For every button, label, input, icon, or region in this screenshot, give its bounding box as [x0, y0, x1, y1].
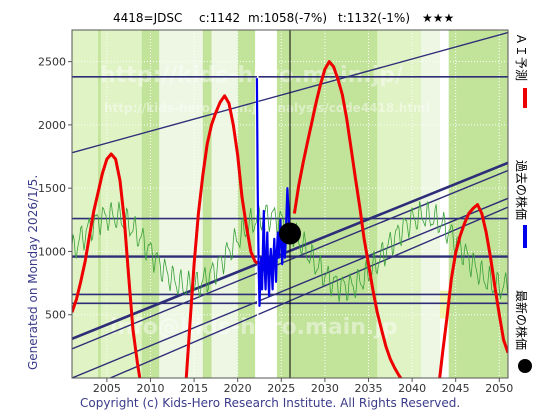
shaded-band-0 — [72, 30, 99, 378]
watermark-site: http://kids-hero.main.jp/ — [100, 63, 404, 88]
x-axis: 2005 2010 2015 2020 2025 2030 2035 2040 2045 2050 — [93, 378, 513, 395]
shaded-band-5 — [377, 30, 421, 378]
legend-item-past: 過去の株価 — [514, 160, 529, 248]
target-price: t:1132(-1%) — [338, 11, 410, 25]
shaded-bands — [72, 30, 449, 378]
forecast-series-line — [72, 60, 508, 378]
generated-date-label: Generated on Monday 2026/1/5. — [26, 175, 40, 370]
shaded-band-2 — [159, 30, 203, 378]
x-tick-label-2035: 2035 — [354, 382, 382, 395]
x-tick-label-2005: 2005 — [93, 382, 121, 395]
plot-frame — [71, 29, 509, 379]
shaded-band-7 — [439, 30, 449, 378]
y-tick-label-2000: 2000 — [38, 119, 66, 132]
legend-item-forecast: ＡＩ予測 — [514, 33, 528, 108]
x-tick-label-2020: 2020 — [224, 382, 252, 395]
median-price: m:1058(-7%) — [248, 11, 327, 25]
y-axis: 500 1000 1500 2000 2500 — [38, 56, 72, 322]
x-tick-label-2010: 2010 — [136, 382, 164, 395]
legend-forecast-label: ＡＩ予測 — [514, 33, 528, 81]
watermark-email: info@kids-hero.main.jp — [110, 315, 398, 340]
shaded-band-6 — [420, 30, 443, 378]
watermark-page: http://kids-hero.main.jp/analysis/code44… — [104, 101, 430, 115]
x-tick-label-2045: 2045 — [442, 382, 470, 395]
legend-latest-label: 最新の株価 — [514, 290, 529, 350]
latest-price-dot — [279, 222, 301, 245]
y-tick-label-500: 500 — [45, 309, 66, 322]
y-tick-label-1500: 1500 — [38, 182, 66, 195]
shaded-band-3 — [211, 30, 238, 378]
x-tick-label-2050: 2050 — [485, 382, 513, 395]
plot-area: http://kids-hero.main.jp/ http://kids-he… — [71, 29, 509, 379]
legend: ＡＩ予測 過去の株価 最新の株価 — [514, 33, 532, 373]
legend-past-label: 過去の株価 — [514, 160, 529, 220]
x-tick-label-2030: 2030 — [311, 382, 339, 395]
past-series-line — [255, 78, 292, 307]
grid-lines — [72, 30, 508, 378]
current-price: c:1142 — [199, 11, 240, 25]
legend-latest-dot — [518, 359, 532, 373]
legend-item-latest: 最新の株価 — [514, 290, 532, 373]
copyright-footer: Copyright (c) Kids-Hero Research Institu… — [80, 396, 460, 410]
series-group — [72, 60, 508, 378]
y-tick-label-1000: 1000 — [38, 245, 66, 258]
y-tick-label-2500: 2500 — [38, 56, 66, 69]
shaded-band-8 — [439, 290, 449, 319]
x-tick-label-2025: 2025 — [267, 382, 295, 395]
stock-code: 4418=JDSC — [113, 11, 182, 25]
x-tick-label-2015: 2015 — [180, 382, 208, 395]
x-tick-label-2040: 2040 — [398, 382, 426, 395]
rating-stars: ★★★ — [422, 11, 454, 25]
